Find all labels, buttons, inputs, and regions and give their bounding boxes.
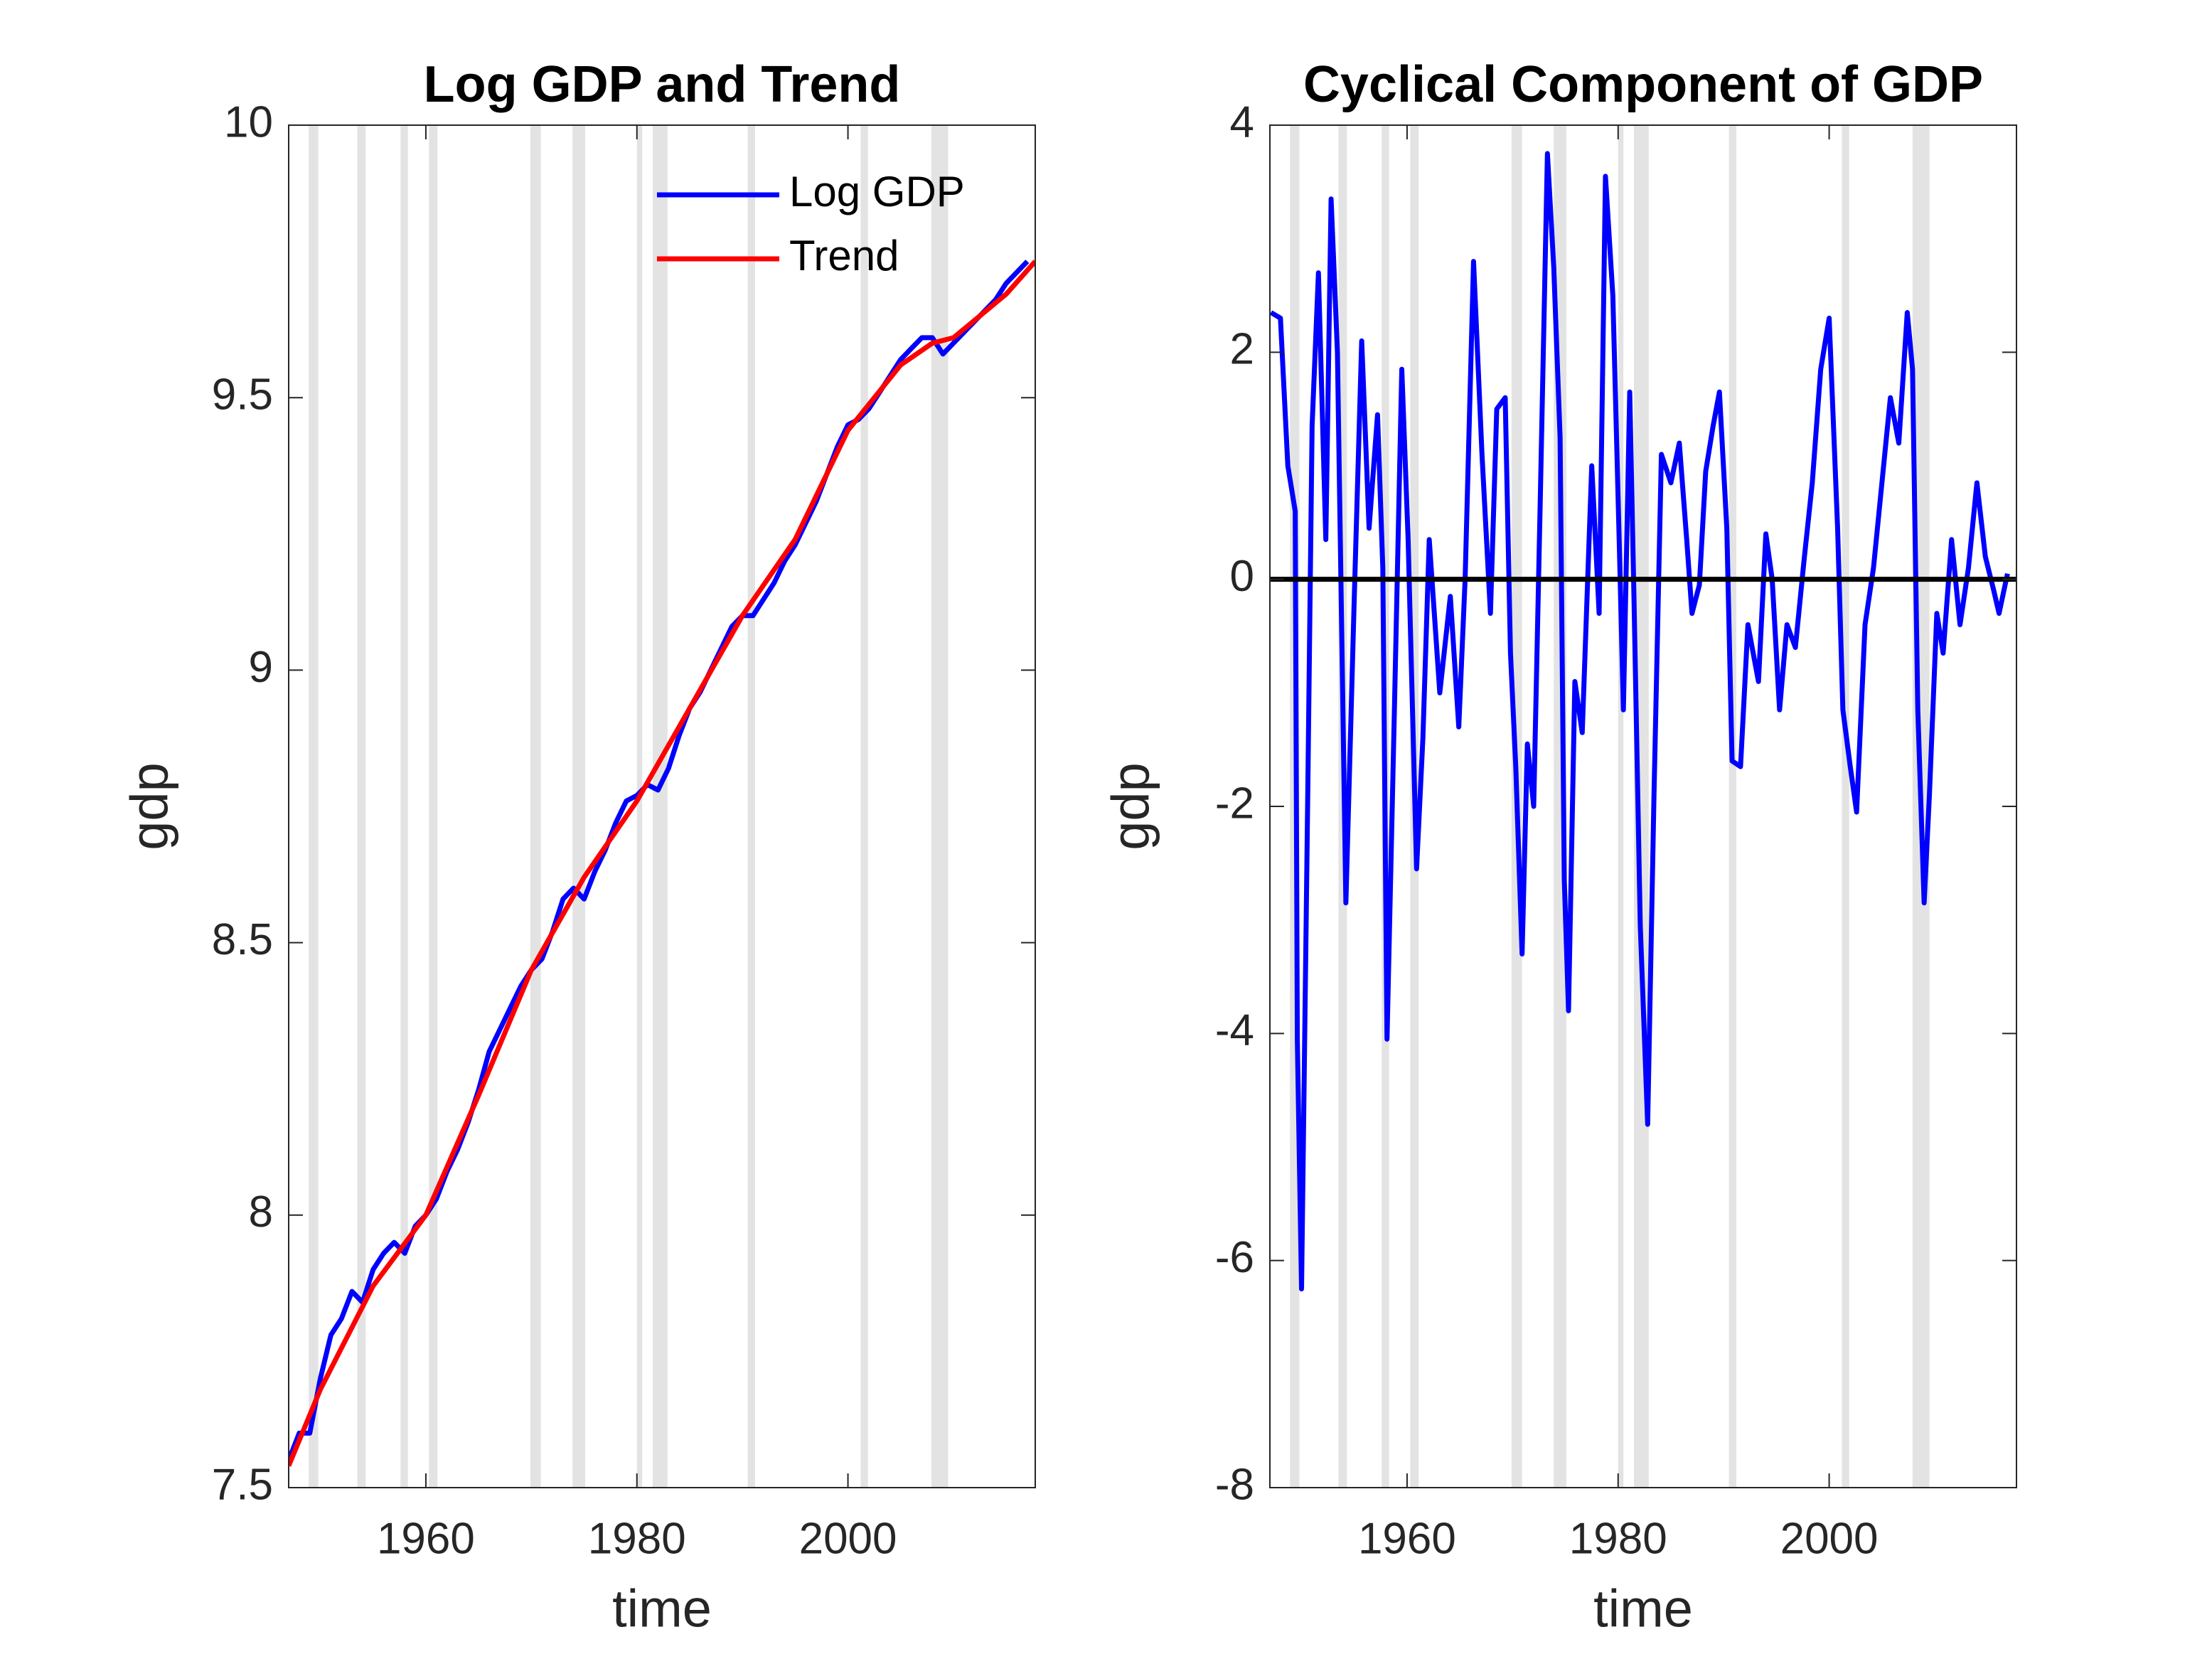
legend-label: Trend (789, 232, 899, 279)
y-tick-label: 4 (1230, 97, 1254, 146)
recession-band (1842, 125, 1849, 1488)
chart-title: Cyclical Component of GDP (1303, 56, 1983, 113)
y-tick-label: 8.5 (212, 915, 273, 964)
chart-title: Log GDP and Trend (424, 56, 901, 113)
y-tick-label: 7.5 (212, 1460, 273, 1509)
x-tick-label: 1960 (1358, 1514, 1456, 1563)
recession-band (860, 125, 868, 1488)
y-tick-label: 9 (249, 643, 273, 692)
recession-band (931, 125, 949, 1488)
recession-band (572, 125, 586, 1488)
x-tick-label: 2000 (799, 1514, 897, 1563)
recession-band (1554, 125, 1567, 1488)
recession-band (747, 125, 755, 1488)
y-tick-label: -4 (1215, 1006, 1254, 1055)
recession-band (653, 125, 668, 1488)
axes: 7.5 8 8.5 9 9.5 10 1960 1980 2000 Log GDP and Tre… (120, 56, 1036, 1638)
axes: -8 -6 -4 -2 0 2 4 1960 1980 2000 Cyclical Componen… (1101, 56, 2017, 1638)
y-axis-label: gdp (120, 762, 179, 850)
x-tick-label: 1980 (1569, 1514, 1667, 1563)
y-tick-label: -8 (1215, 1460, 1254, 1509)
recession-band (1618, 125, 1624, 1488)
y-tick-label: 0 (1230, 552, 1254, 601)
x-tick-label: 1960 (377, 1514, 475, 1563)
y-tick-label: 2 (1230, 325, 1254, 374)
recession-band (400, 125, 408, 1488)
recession-band (309, 125, 319, 1488)
recession-band (1729, 125, 1736, 1488)
plot-area (1270, 125, 2016, 1488)
y-tick-label: -2 (1215, 779, 1254, 828)
x-tick-label: 2000 (1780, 1514, 1879, 1563)
x-axis-label: time (612, 1579, 712, 1638)
x-axis-label: time (1593, 1579, 1693, 1638)
y-tick-label: 10 (224, 97, 273, 146)
y-tick-label: -6 (1215, 1233, 1254, 1282)
data-line (1270, 151, 2010, 1292)
x-tick-label: 1980 (588, 1514, 686, 1563)
recession-band (636, 125, 643, 1488)
y-axis-label: gdp (1101, 762, 1160, 850)
data-line (289, 260, 1035, 1467)
recession-band (1634, 125, 1649, 1488)
legend-label: Log GDP (789, 168, 965, 215)
y-tick-label: 9.5 (212, 370, 273, 420)
plot-area (289, 125, 1035, 1488)
y-tick-label: 8 (249, 1188, 273, 1237)
axes-box (288, 124, 1036, 1488)
recession-band (530, 125, 541, 1488)
recession-band (429, 125, 438, 1488)
recession-band (357, 125, 366, 1488)
